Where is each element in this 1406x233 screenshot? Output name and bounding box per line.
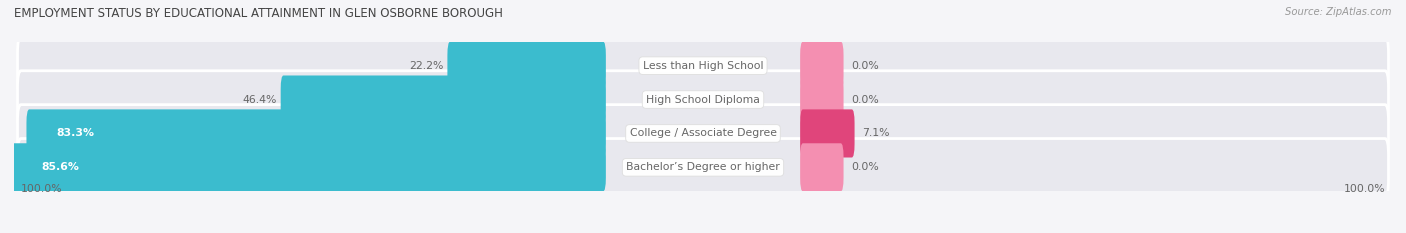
FancyBboxPatch shape	[17, 139, 1389, 196]
Text: EMPLOYMENT STATUS BY EDUCATIONAL ATTAINMENT IN GLEN OSBORNE BOROUGH: EMPLOYMENT STATUS BY EDUCATIONAL ATTAINM…	[14, 7, 503, 20]
FancyBboxPatch shape	[800, 75, 844, 124]
Text: 0.0%: 0.0%	[851, 61, 879, 71]
Text: 100.0%: 100.0%	[1343, 184, 1385, 194]
FancyBboxPatch shape	[27, 109, 606, 158]
FancyBboxPatch shape	[800, 42, 844, 90]
FancyBboxPatch shape	[800, 143, 844, 191]
FancyBboxPatch shape	[17, 105, 1389, 162]
Text: High School Diploma: High School Diploma	[647, 95, 759, 105]
Text: Bachelor’s Degree or higher: Bachelor’s Degree or higher	[626, 162, 780, 172]
Text: College / Associate Degree: College / Associate Degree	[630, 128, 776, 138]
Text: Source: ZipAtlas.com: Source: ZipAtlas.com	[1285, 7, 1392, 17]
FancyBboxPatch shape	[17, 71, 1389, 128]
Text: 22.2%: 22.2%	[409, 61, 443, 71]
FancyBboxPatch shape	[11, 143, 606, 191]
Text: 0.0%: 0.0%	[851, 95, 879, 105]
FancyBboxPatch shape	[447, 42, 606, 90]
FancyBboxPatch shape	[17, 37, 1389, 94]
FancyBboxPatch shape	[800, 109, 855, 158]
Text: 100.0%: 100.0%	[21, 184, 63, 194]
Text: 0.0%: 0.0%	[851, 162, 879, 172]
FancyBboxPatch shape	[281, 75, 606, 124]
Text: 85.6%: 85.6%	[41, 162, 79, 172]
Text: 46.4%: 46.4%	[242, 95, 277, 105]
Text: Less than High School: Less than High School	[643, 61, 763, 71]
Text: 83.3%: 83.3%	[56, 128, 94, 138]
Text: 7.1%: 7.1%	[862, 128, 890, 138]
